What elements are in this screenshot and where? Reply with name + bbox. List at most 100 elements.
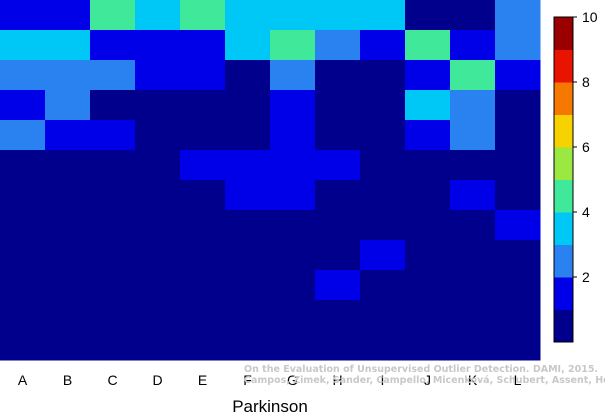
heatmap-cell — [90, 90, 136, 121]
heatmap-cell — [135, 240, 181, 271]
heatmap-cell — [360, 180, 406, 211]
heatmap-cell — [180, 240, 226, 271]
heatmap-cell — [0, 0, 46, 31]
heatmap-cell — [0, 120, 46, 151]
heatmap-cell — [0, 210, 46, 241]
heatmap-cell — [90, 180, 136, 211]
heatmap-cell — [225, 90, 271, 121]
heatmap-cell — [90, 30, 136, 61]
heatmap-cell — [405, 300, 451, 331]
heatmap-cell — [225, 30, 271, 61]
heatmap-cell — [360, 330, 406, 361]
heatmap-cell — [270, 90, 316, 121]
x-tick-labels: A B C D E F G H I J K L — [18, 372, 522, 388]
heatmap-cell — [450, 330, 496, 361]
heatmap-cell — [270, 210, 316, 241]
heatmap-cell — [180, 300, 226, 331]
heatmap-cell — [225, 240, 271, 271]
heatmap-cell — [135, 60, 181, 91]
heatmap-cell — [45, 30, 91, 61]
x-tick-label: K — [468, 372, 478, 388]
heatmap-cell — [270, 180, 316, 211]
heatmap-cell — [180, 0, 226, 31]
heatmap-cell — [315, 240, 361, 271]
heatmap-cell — [90, 270, 136, 301]
heatmap-cell — [450, 300, 496, 331]
heatmap-cell — [405, 30, 451, 61]
heatmap-cell — [0, 270, 46, 301]
heatmap-cell — [180, 150, 226, 181]
heatmap-cell — [225, 180, 271, 211]
heatmap-cell — [45, 180, 91, 211]
heatmap-cell — [315, 180, 361, 211]
heatmap-cell — [45, 240, 91, 271]
heatmap-cell — [0, 30, 46, 61]
heatmap-cell — [360, 30, 406, 61]
heatmap-cell — [495, 0, 541, 31]
heatmap-cell — [405, 120, 451, 151]
heatmap-cell — [180, 120, 226, 151]
heatmap-cell — [270, 300, 316, 331]
heatmap-cell — [270, 270, 316, 301]
heatmap-cell — [360, 60, 406, 91]
heatmap-cell — [315, 270, 361, 301]
colorbar-tick-label: 4 — [582, 204, 590, 220]
heatmap-cell — [0, 60, 46, 91]
heatmap-cell — [405, 150, 451, 181]
heatmap-cell — [450, 270, 496, 301]
heatmap-cell — [495, 180, 541, 211]
heatmap-cell — [270, 120, 316, 151]
heatmap-cell — [45, 60, 91, 91]
colorbar-bands — [554, 17, 573, 343]
heatmap-cell — [135, 120, 181, 151]
heatmap-cell — [225, 60, 271, 91]
heatmap-cell — [450, 90, 496, 121]
heatmap-cell — [450, 240, 496, 271]
heatmap-cell — [315, 0, 361, 31]
heatmap-cell — [270, 0, 316, 31]
heatmap-cell — [135, 330, 181, 361]
heatmap-cell — [180, 270, 226, 301]
heatmap-cell — [450, 180, 496, 211]
heatmap-cell — [315, 60, 361, 91]
heatmap-cell — [405, 270, 451, 301]
heatmap-cell — [405, 90, 451, 121]
watermark-line-1: On the Evaluation of Unsupervised Outlie… — [244, 364, 598, 375]
x-axis-label: Parkinson — [232, 397, 308, 413]
x-tick-label: J — [424, 372, 431, 388]
heatmap-cell — [360, 150, 406, 181]
colorbar-ticks: 2 4 6 8 10 — [573, 9, 598, 285]
heatmap-cell — [225, 0, 271, 31]
heatmap-cell — [135, 0, 181, 31]
heatmap-cell — [450, 30, 496, 61]
heatmap-cell — [0, 300, 46, 331]
colorbar-band — [554, 114, 573, 148]
watermark-line-2: Campos, Zimek, Sander, Campello, Micenko… — [244, 375, 605, 386]
heatmap-cell — [315, 210, 361, 241]
heatmap-cell — [135, 90, 181, 121]
heatmap-cell — [405, 240, 451, 271]
heatmap-cell — [225, 300, 271, 331]
heatmap-cell — [450, 210, 496, 241]
heatmap-cell — [495, 240, 541, 271]
x-tick-label: D — [152, 372, 162, 388]
heatmap-cell — [315, 30, 361, 61]
heatmap-cell — [90, 240, 136, 271]
heatmap-cell — [0, 330, 46, 361]
heatmap-cell — [135, 180, 181, 211]
heatmap-cell — [90, 60, 136, 91]
heatmap-cell — [225, 150, 271, 181]
heatmap-cell — [315, 90, 361, 121]
heatmap-cell — [495, 60, 541, 91]
heatmap-cell — [0, 150, 46, 181]
heatmap-cell — [90, 0, 136, 31]
heatmap-cell — [405, 210, 451, 241]
colorbar-tick-label: 6 — [582, 139, 590, 155]
x-tick-label: E — [198, 372, 207, 388]
heatmap-cell — [225, 120, 271, 151]
heatmap-cell — [90, 210, 136, 241]
heatmap-cell — [450, 0, 496, 31]
heatmap-cell — [495, 270, 541, 301]
heatmap-cell — [90, 300, 136, 331]
